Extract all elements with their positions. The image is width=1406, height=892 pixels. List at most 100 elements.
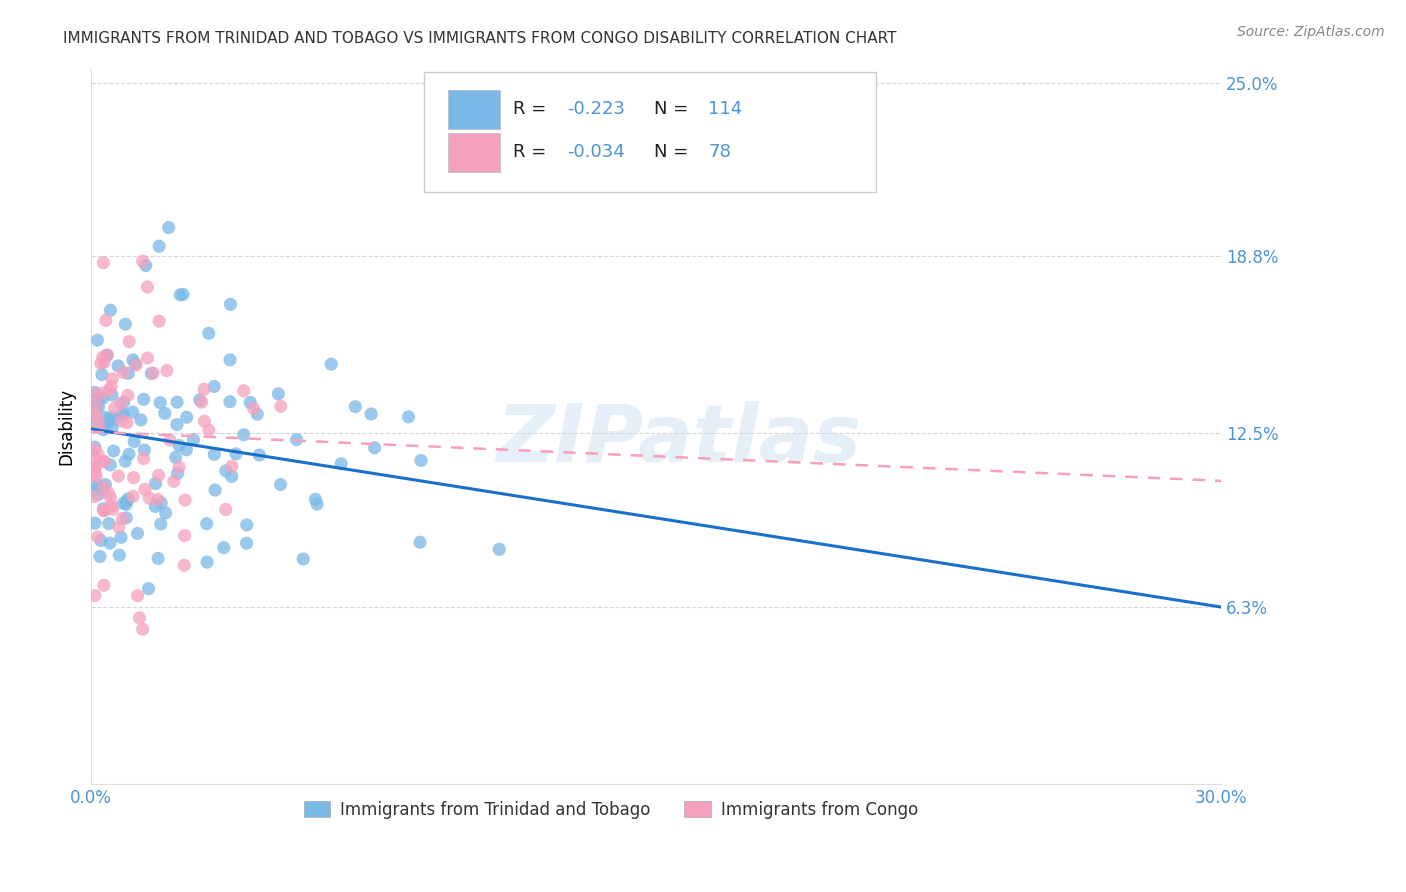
Point [84,386,107,401]
Point [101,372,124,386]
Point [87,412,110,426]
Point [93,355,115,369]
Point [100,499,122,513]
Point [166,467,188,481]
Point [125,358,148,372]
Point [127,589,149,603]
Point [146,492,169,507]
Point [97,412,120,426]
Point [235,536,257,550]
Point [173,558,195,573]
Point [93,503,115,517]
Point [122,352,145,367]
Point [110,397,132,411]
Y-axis label: Disability: Disability [58,387,75,465]
Point [115,497,138,511]
Point [172,287,194,301]
Point [221,469,243,483]
Point [86,333,108,347]
Point [150,496,173,510]
Point [148,468,170,483]
Point [193,414,215,428]
Point [104,412,127,426]
Point [232,384,254,398]
Text: N =: N = [654,144,693,161]
Point [239,395,262,409]
Point [145,476,167,491]
Point [235,517,257,532]
Point [146,551,169,566]
Point [84,415,107,429]
Point [246,407,269,421]
Point [136,351,159,365]
Point [111,407,134,421]
Point [104,401,127,416]
Point [114,454,136,468]
Point [115,511,138,525]
Point [232,427,254,442]
Point [321,357,343,371]
Point [156,363,179,377]
Point [183,433,205,447]
Point [157,220,180,235]
Point [169,288,191,302]
Point [108,548,131,562]
Point [134,442,156,457]
Point [91,386,114,401]
Point [84,399,107,413]
Point [188,392,211,407]
Point [100,410,122,425]
Point [174,493,197,508]
Point [86,482,108,496]
Point [84,516,107,530]
Text: 78: 78 [709,144,731,161]
Point [242,401,264,416]
Point [173,528,195,542]
Point [111,414,134,428]
Point [87,420,110,434]
Point [90,533,112,548]
Point [190,395,212,409]
Point [195,555,218,569]
Point [141,367,163,381]
Point [89,549,111,564]
Point [101,388,124,402]
Point [93,578,115,592]
Point [84,469,107,483]
Point [90,368,112,382]
Point [330,457,353,471]
Point [84,490,107,504]
Point [285,433,308,447]
Point [198,423,221,437]
Text: 114: 114 [709,100,742,119]
Point [221,459,243,474]
FancyBboxPatch shape [449,90,501,128]
Point [100,303,122,318]
Point [270,399,292,413]
Point [142,366,165,380]
Point [267,387,290,401]
Point [488,542,510,557]
Point [84,589,107,603]
Point [360,407,382,421]
Point [247,448,270,462]
Point [129,413,152,427]
Point [122,434,145,449]
Point [98,536,121,550]
Point [110,530,132,544]
Point [103,443,125,458]
Point [166,417,188,432]
Point [153,406,176,420]
Point [112,365,135,379]
Point [136,280,159,294]
Point [307,497,329,511]
Point [84,461,107,475]
Point [93,480,115,494]
Point [112,407,135,421]
Text: IMMIGRANTS FROM TRINIDAD AND TOBAGO VS IMMIGRANTS FROM CONGO DISABILITY CORRELAT: IMMIGRANTS FROM TRINIDAD AND TOBAGO VS I… [63,31,897,46]
Point [127,526,149,541]
Point [84,408,107,422]
Point [111,511,134,525]
Point [165,450,187,465]
Point [149,395,172,409]
